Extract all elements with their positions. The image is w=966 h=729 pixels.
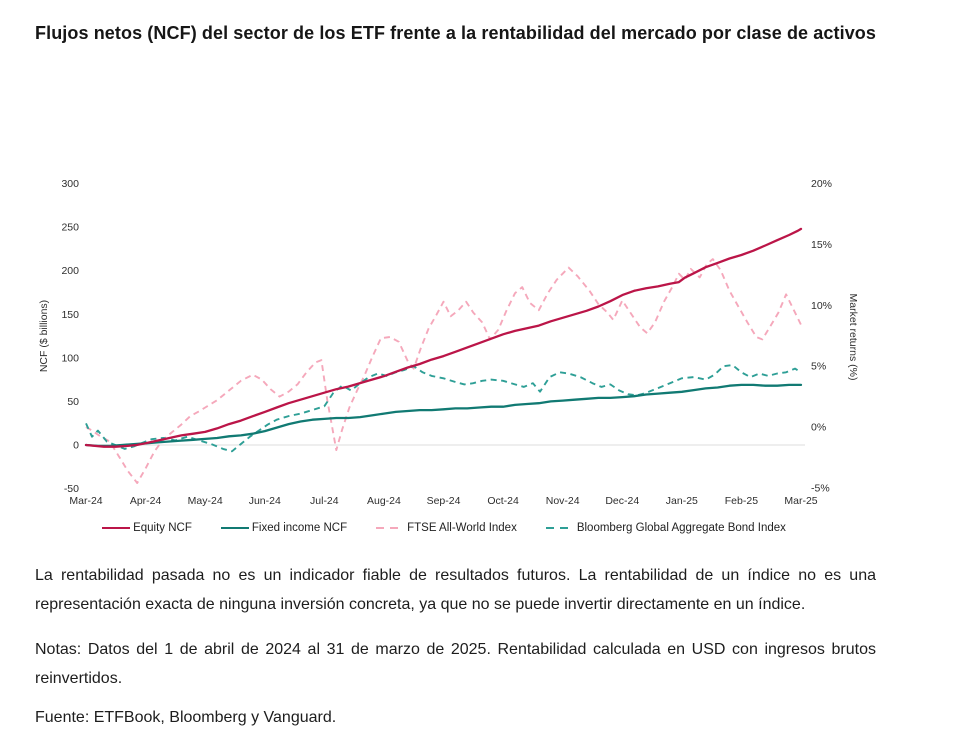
legend-item-equity-ncf: Equity NCF (102, 522, 192, 534)
legend-label: FTSE All-World Index (407, 522, 517, 534)
right-axis-tick-label: 5% (811, 361, 826, 373)
legend-label: Bloomberg Global Aggregate Bond Index (576, 522, 786, 534)
x-axis-tick-label: Jun-24 (249, 495, 281, 507)
page-title: Flujos netos (NCF) del sector de los ETF… (35, 23, 877, 44)
right-axis-tick-label: 15% (811, 239, 832, 251)
right-axis-tick-label: -5% (811, 482, 830, 494)
chart-legend: Equity NCF Fixed income NCF FTSE All-Wor… (86, 519, 802, 537)
chart-canvas: 300250200150100500-5020%15%10%5%0%-5%Mar… (61, 178, 832, 507)
fixed-income-line-swatch-icon (220, 526, 249, 530)
left-axis-tick-label: 250 (61, 222, 79, 234)
x-axis-tick-label: Jan-25 (666, 495, 698, 507)
legend-item-bloomberg-agg: Bloomberg Global Aggregate Bond Index (545, 522, 786, 534)
right-axis-tick-label: 0% (811, 422, 826, 434)
x-axis-tick-label: Mar-25 (784, 495, 817, 507)
x-axis-tick-label: Jul-24 (310, 495, 339, 507)
x-axis-tick-label: Aug-24 (367, 495, 401, 507)
left-axis-tick-label: 300 (61, 178, 79, 190)
series-line-fixed-income-ncf (84, 383, 803, 448)
series-line-ftse-all-world-index (85, 258, 802, 484)
x-axis-tick-label: Dec-24 (605, 495, 639, 507)
legend-item-fixed-income-ncf: Fixed income NCF (220, 522, 348, 534)
equity-line-swatch-icon (102, 526, 131, 530)
left-axis-tick-label: 0 (73, 440, 79, 452)
right-axis-tick-label: 20% (811, 178, 832, 190)
left-axis-tick-label: -50 (64, 483, 79, 495)
left-axis-tick-label: 150 (61, 309, 79, 321)
x-axis-tick-label: Feb-25 (725, 495, 758, 507)
left-axis-tick-label: 50 (67, 396, 79, 408)
legend-item-ftse-all-world: FTSE All-World Index (376, 522, 517, 534)
left-axis-title: NCF ($ billions) (38, 299, 50, 373)
ncf-vs-returns-chart: 300 250 200 150 100 50 0 -50 20% 15% 10% 5% 0% -5% Mar… (38, 178, 859, 537)
x-axis-tick-label: Sep-24 (427, 495, 461, 507)
source-text: Fuente: ETFBook, Bloomberg y Vanguard. (35, 709, 337, 726)
series-line-bloomberg-global-aggregate-bond-index (85, 364, 802, 453)
x-axis-tick-label: Apr-24 (130, 495, 162, 507)
ftse-line-swatch-icon (376, 527, 405, 529)
disclaimer-text: La rentabilidad pasada no es un indicado… (35, 567, 876, 613)
right-axis-tick-label: 10% (811, 300, 832, 312)
x-axis-tick-label: Oct-24 (487, 495, 519, 507)
left-axis-tick-label: 200 (61, 265, 79, 277)
notes-text: Notas: Datos del 1 de abril de 2024 al 3… (35, 641, 876, 687)
bloomberg-line-swatch-icon (545, 527, 574, 529)
right-axis-title: Market returns (%) (847, 293, 859, 381)
left-axis-tick-label: 100 (61, 352, 79, 364)
legend-label: Fixed income NCF (251, 522, 348, 534)
x-axis-tick-label: Mar-24 (69, 495, 102, 507)
legend-label: Equity NCF (133, 522, 192, 534)
series-line-equity-ncf (84, 227, 803, 448)
x-axis-tick-label: Nov-24 (546, 495, 580, 507)
x-axis-tick-label: May-24 (188, 495, 223, 507)
